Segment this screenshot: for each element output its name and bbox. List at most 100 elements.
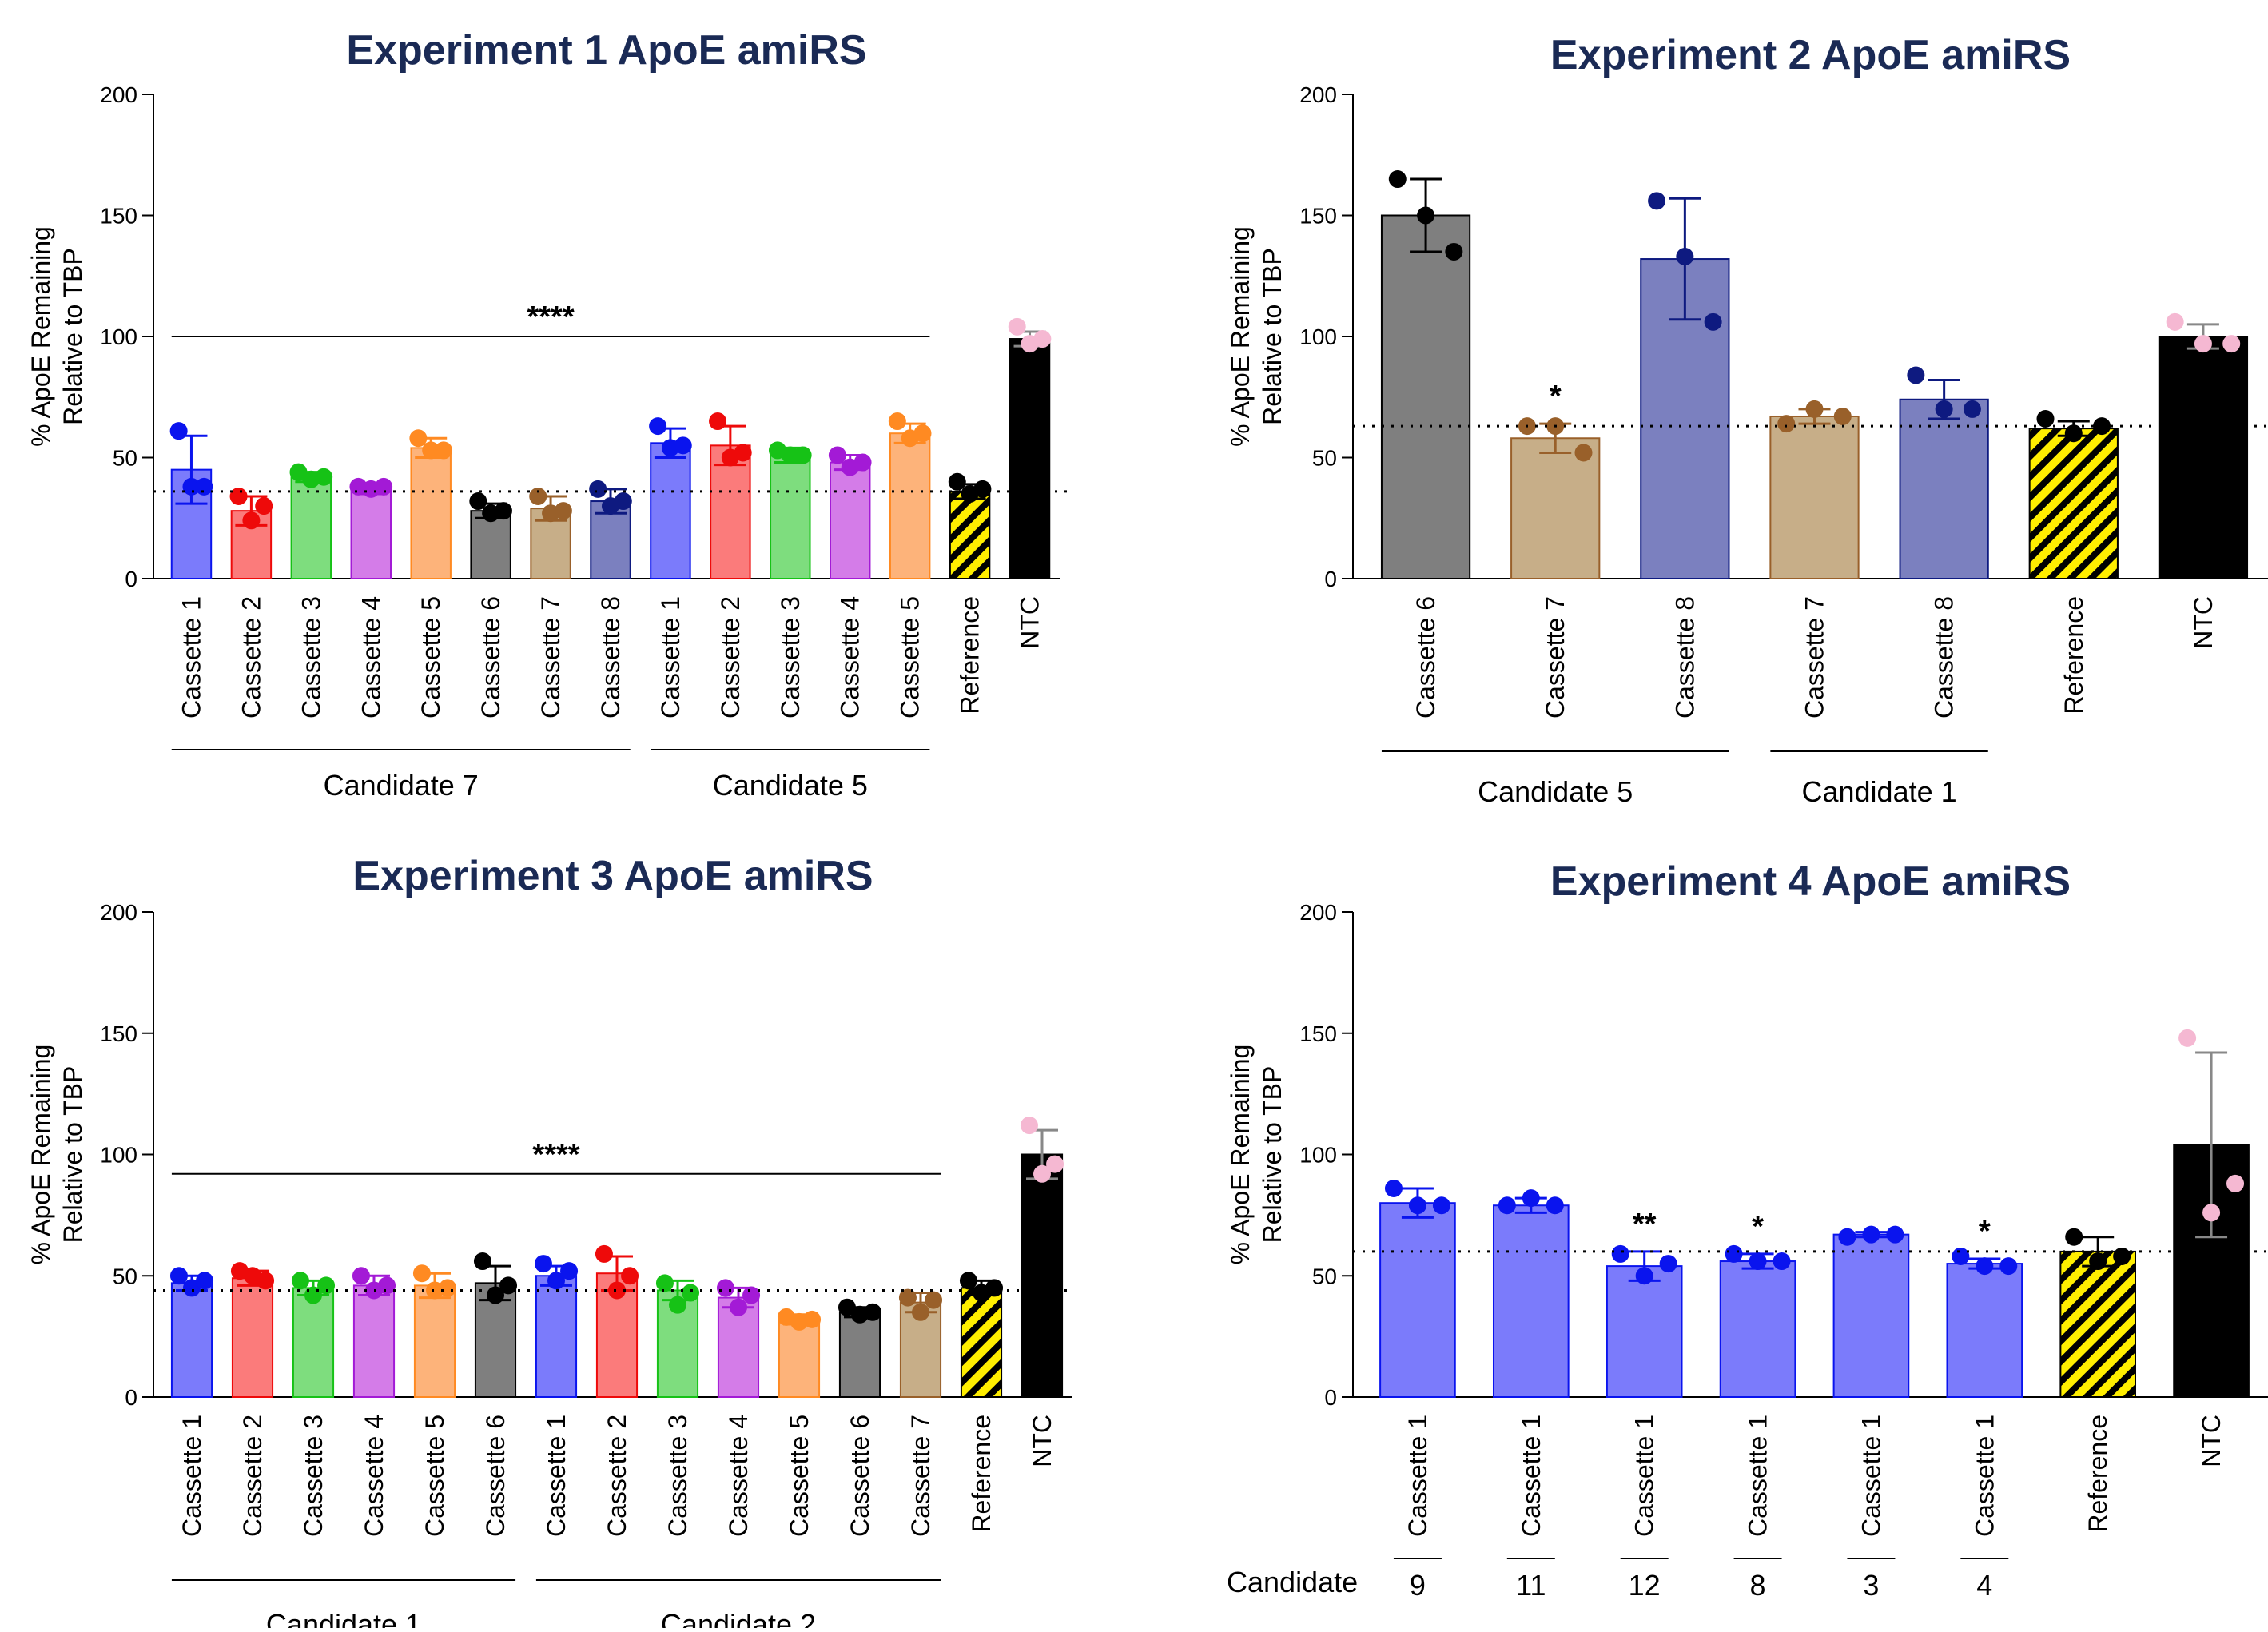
x-tick-label: Cassette 7 <box>1541 596 1570 718</box>
data-point <box>1388 170 1407 189</box>
data-point <box>1963 400 1981 418</box>
bar <box>1719 1260 1796 1399</box>
data-point <box>2222 335 2241 353</box>
y-tick-label: 50 <box>1312 1264 1337 1288</box>
y-tick-label: 150 <box>1299 204 1337 229</box>
y-tick-label: 0 <box>125 1385 137 1410</box>
y-tick-label: 150 <box>100 204 137 229</box>
data-point <box>1408 1196 1426 1215</box>
y-axis-label: % ApoE Remaining <box>26 226 55 447</box>
data-point <box>853 453 872 472</box>
candidate-number: 11 <box>1516 1569 1546 1602</box>
x-tick-label: Cassette 1 <box>1856 1415 1885 1537</box>
bar <box>2059 1250 2137 1399</box>
data-point <box>439 1279 457 1297</box>
x-tick-label: Cassette 1 <box>542 1415 571 1537</box>
y-tick-label: 200 <box>1299 900 1337 925</box>
group-label: Candidate 5 <box>1478 775 1633 808</box>
data-point <box>554 502 572 520</box>
data-point <box>257 1272 275 1290</box>
bar <box>231 1277 274 1399</box>
x-tick-label: Cassette 8 <box>1930 596 1959 718</box>
data-point <box>1952 1247 1970 1265</box>
data-point <box>1976 1257 1994 1276</box>
data-point <box>1777 415 1796 433</box>
data-point <box>473 1252 491 1271</box>
bar <box>292 1287 335 1399</box>
data-point <box>794 446 812 464</box>
group-label: Candidate 1 <box>1801 775 1956 808</box>
data-point <box>169 1267 188 1285</box>
bar <box>2028 428 2119 580</box>
data-point <box>560 1262 579 1280</box>
data-point <box>547 1272 565 1290</box>
data-point <box>614 492 632 511</box>
x-tick-label: Cassette 6 <box>1411 596 1440 718</box>
data-point <box>803 1310 822 1328</box>
data-point <box>317 1276 336 1295</box>
y-tick-label: 50 <box>1312 446 1337 471</box>
significance-marker: ** <box>1633 1208 1657 1241</box>
x-tick-label: Cassette 3 <box>663 1415 692 1537</box>
bar <box>960 1287 1003 1399</box>
data-point <box>196 1272 214 1290</box>
y-tick-label: 50 <box>113 446 137 471</box>
data-point <box>1020 1117 1038 1135</box>
y-axis-label: % ApoE Remaining <box>26 1045 55 1265</box>
significance-marker: * <box>1550 380 1562 413</box>
significance-marker: * <box>1752 1210 1764 1244</box>
bar <box>1769 415 1860 579</box>
bar <box>535 1275 578 1398</box>
data-point <box>435 441 453 460</box>
significance-marker: * <box>1979 1215 1991 1248</box>
data-point <box>1862 1225 1880 1244</box>
data-point <box>1773 1252 1791 1271</box>
bar <box>230 510 273 579</box>
y-tick-label: 50 <box>113 1264 137 1288</box>
data-point <box>469 492 487 511</box>
data-point <box>255 497 273 515</box>
x-tick-label: Cassette 5 <box>416 596 445 718</box>
bar <box>2158 336 2249 579</box>
candidate-number: 3 <box>1863 1569 1879 1602</box>
chart-panel-1: Experiment 1 ApoE amiRS 0 50 100 150 200 % Apo… <box>26 27 1067 802</box>
significance-label: **** <box>527 301 574 334</box>
bar <box>1009 338 1051 579</box>
data-point <box>1033 330 1052 348</box>
y-tick-label: 100 <box>100 1143 137 1168</box>
data-point <box>422 441 440 460</box>
candidate-number: 4 <box>1976 1569 1992 1602</box>
x-tick-label: Reference <box>956 596 985 714</box>
x-tick-label: Cassette 7 <box>536 596 565 718</box>
x-tick-label: Cassette 6 <box>846 1415 874 1537</box>
x-tick-label: Cassette 1 <box>1517 1415 1546 1537</box>
data-point <box>608 1281 626 1300</box>
data-point <box>730 1298 747 1316</box>
x-tick-label: Cassette 1 <box>1403 1415 1432 1537</box>
bar <box>170 1282 213 1398</box>
data-point <box>2194 335 2212 353</box>
x-tick-label: NTC <box>1016 596 1044 649</box>
data-point <box>529 487 547 505</box>
group-label: Candidate 2 <box>661 1608 816 1628</box>
data-point <box>1907 366 1925 384</box>
data-point <box>1676 248 1694 266</box>
data-point <box>499 1276 518 1295</box>
bar <box>1946 1263 2023 1398</box>
chart-title: Experiment 3 ApoE amiRS <box>352 853 873 899</box>
y-axis-label: Relative to TBP <box>58 248 87 425</box>
data-point <box>1033 1164 1051 1183</box>
x-tick-label: Cassette 3 <box>776 596 805 718</box>
x-tick-label: Cassette 2 <box>603 1415 631 1537</box>
y-tick-label: 0 <box>1324 567 1337 591</box>
data-point <box>2064 424 2083 443</box>
bar <box>770 454 811 579</box>
y-tick-label: 200 <box>100 900 137 925</box>
x-tick-label: Cassette 6 <box>481 1415 510 1537</box>
data-point <box>1725 1244 1743 1263</box>
data-point <box>621 1267 639 1285</box>
data-point <box>589 480 607 498</box>
chart-title: Experiment 1 ApoE amiRS <box>346 27 866 74</box>
x-tick-label: NTC <box>2189 596 2218 649</box>
